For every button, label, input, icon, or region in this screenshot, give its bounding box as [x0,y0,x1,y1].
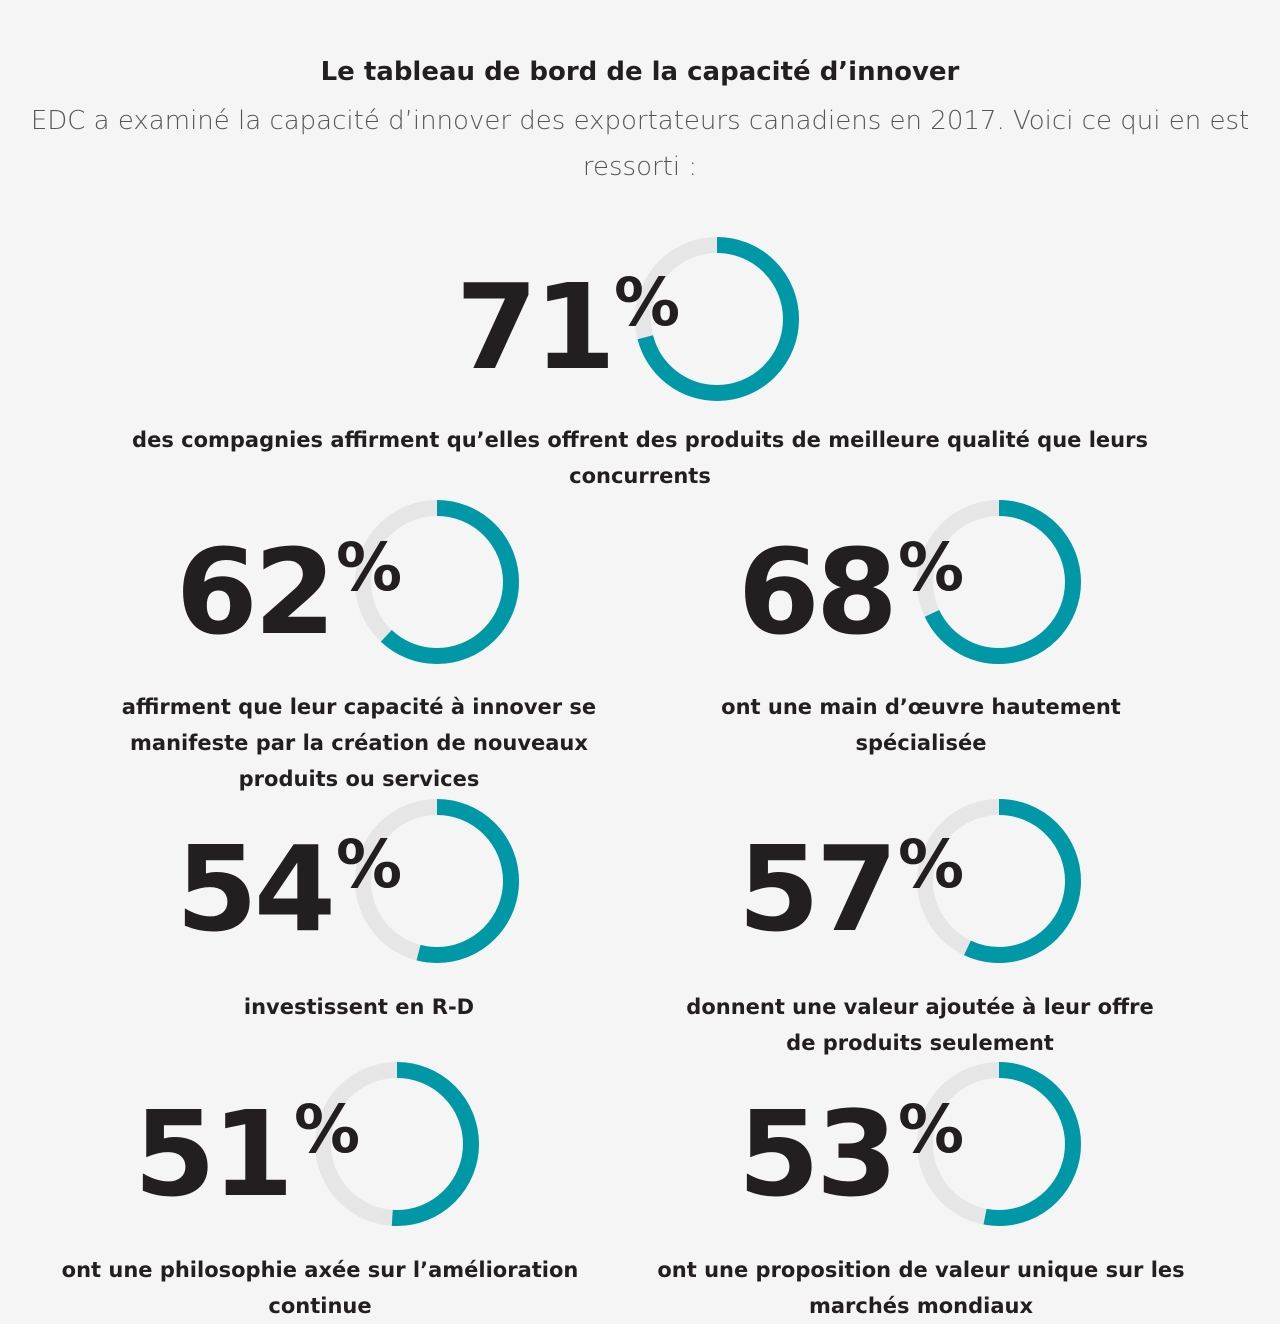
stat-percent-sign: % [898,529,965,606]
stat-caption-53: ont une proposition de valeur unique sur… [657,1258,1185,1318]
donut-ring-53 [917,1062,1081,1226]
donut-arc [917,1062,1081,1226]
donut-ring-62 [355,500,519,664]
stat-value-71: 71 [455,258,616,396]
stat-caption-68: ont une main d’œuvre hautement spécialis… [721,695,1121,755]
stat-percent-sign: % [336,529,403,606]
stat-percent-sign: % [614,264,681,341]
donut-arc [917,799,1081,963]
stat-caption-51: ont une philosophie axée sur l’améliorat… [61,1258,579,1318]
stat-caption-71: des compagnies affirment qu’elles offren… [132,428,1148,488]
stat-value-62: 62 [175,523,336,661]
stat-percent-sign: % [294,1091,361,1168]
stat-caption-62: affirment que leur capacité à innover se… [121,695,597,791]
donut-arc [635,237,799,401]
stat-value-57: 57 [737,820,898,958]
stat-value-68: 68 [737,523,898,661]
donut-ring-57 [917,799,1081,963]
donut-arc [355,799,519,963]
donut-ring-71 [635,237,799,401]
donut-arc [315,1062,479,1226]
donut-ring-54 [355,799,519,963]
donut-ring-51 [315,1062,479,1226]
donut-arc [355,500,519,664]
page-title: Le tableau de bord de la capacité d’inno… [320,57,960,87]
donut-arc [917,500,1081,664]
stat-value-54: 54 [175,820,336,958]
stat-caption-57: donnent une valeur ajoutée à leur offre … [686,995,1154,1055]
page-subtitle: EDC a examiné la capacité d’innover des … [30,106,1250,182]
stat-caption-54: investissent en R-D [243,995,475,1019]
stat-value-53: 53 [737,1085,898,1223]
donut-ring-68 [917,500,1081,664]
stat-percent-sign: % [336,826,403,903]
stat-percent-sign: % [898,1091,965,1168]
stat-percent-sign: % [898,826,965,903]
stat-value-51: 51 [133,1085,294,1223]
